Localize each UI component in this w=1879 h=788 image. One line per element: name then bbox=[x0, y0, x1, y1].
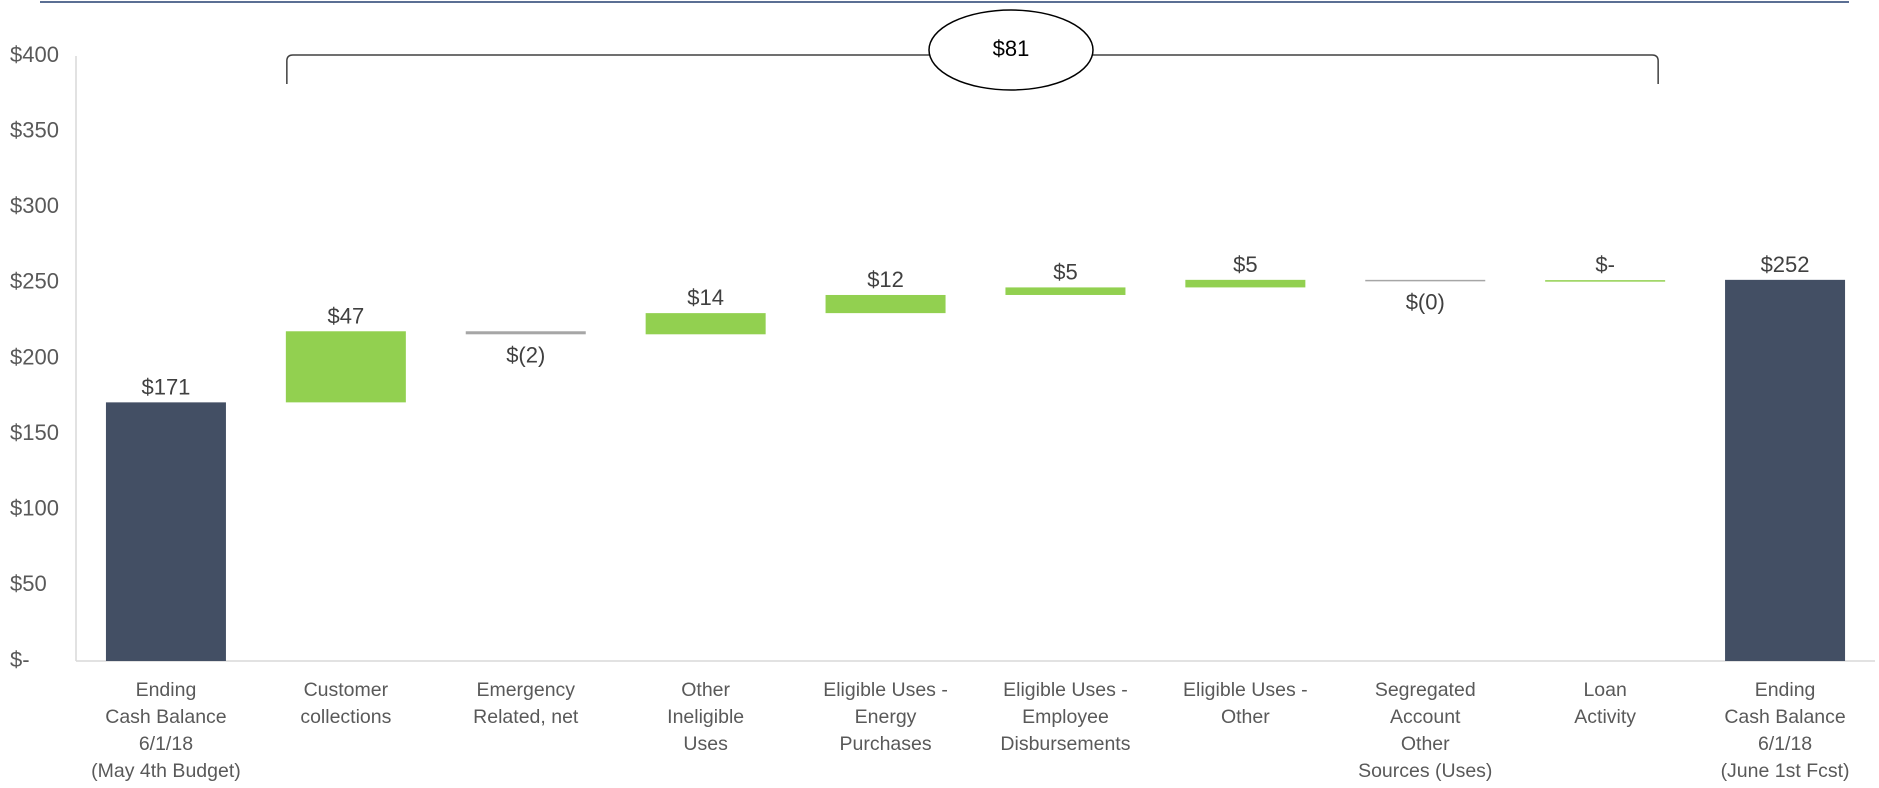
y-tick-label: $350 bbox=[10, 117, 59, 142]
delta-bar bbox=[826, 295, 946, 313]
y-tick-label: $50 bbox=[10, 571, 47, 596]
x-tick-label: (June 1st Fcst) bbox=[1721, 760, 1850, 782]
x-tick-label: Other bbox=[681, 679, 730, 701]
delta-bar bbox=[1185, 280, 1305, 288]
data-label: $(2) bbox=[506, 342, 545, 367]
y-tick-label: $150 bbox=[10, 420, 59, 445]
x-tick-label: Other bbox=[1221, 706, 1270, 728]
x-tick-label: Eligible Uses - bbox=[1183, 679, 1308, 701]
y-tick-label: $100 bbox=[10, 496, 59, 521]
data-label: $5 bbox=[1233, 252, 1257, 277]
x-tick-label: Customer bbox=[304, 679, 389, 701]
delta-bar bbox=[1545, 280, 1665, 282]
total-bar bbox=[1725, 280, 1845, 661]
x-tick-label: (May 4th Budget) bbox=[91, 760, 241, 782]
y-tick-label: $200 bbox=[10, 344, 59, 369]
y-tick-label: $- bbox=[10, 647, 30, 672]
x-tick-label: Eligible Uses - bbox=[1003, 679, 1128, 701]
delta-bar bbox=[286, 331, 406, 402]
delta-bar bbox=[466, 331, 586, 334]
x-tick-label: Activity bbox=[1574, 706, 1636, 728]
x-tick-label: Ending bbox=[136, 679, 197, 701]
data-label: $12 bbox=[867, 267, 904, 292]
x-tick-label: 6/1/18 bbox=[1758, 733, 1812, 755]
delta-bar bbox=[1005, 287, 1125, 295]
data-label: $14 bbox=[687, 285, 724, 310]
x-tick-label: Energy bbox=[855, 706, 917, 728]
x-tick-label: Cash Balance bbox=[105, 706, 226, 728]
data-label: $5 bbox=[1053, 259, 1077, 284]
x-tick-label: Ending bbox=[1755, 679, 1816, 701]
total-bar bbox=[106, 402, 226, 661]
x-tick-label: 6/1/18 bbox=[139, 733, 193, 755]
x-tick-label: Purchases bbox=[839, 733, 931, 755]
x-tick-label: Ineligible bbox=[667, 706, 744, 728]
data-label: $- bbox=[1595, 252, 1615, 277]
x-tick-label: Account bbox=[1390, 706, 1461, 728]
x-tick-label: Emergency bbox=[476, 679, 575, 701]
y-tick-label: $250 bbox=[10, 269, 59, 294]
x-tick-label: Related, net bbox=[473, 706, 579, 728]
x-tick-label: collections bbox=[300, 706, 391, 728]
y-tick-label: $400 bbox=[10, 42, 59, 67]
x-tick-label: Employee bbox=[1022, 706, 1109, 728]
data-label: $47 bbox=[327, 303, 364, 328]
x-tick-label: Eligible Uses - bbox=[823, 679, 948, 701]
x-tick-label: Disbursements bbox=[1000, 733, 1130, 755]
delta-bar bbox=[646, 313, 766, 334]
x-tick-label: Cash Balance bbox=[1724, 706, 1845, 728]
x-tick-label: Sources (Uses) bbox=[1358, 760, 1492, 782]
x-tick-label: Loan bbox=[1583, 679, 1626, 701]
x-tick-label: Uses bbox=[683, 733, 728, 755]
x-tick-label: Other bbox=[1401, 733, 1450, 755]
data-label: $171 bbox=[141, 374, 190, 399]
x-tick-label: Segregated bbox=[1375, 679, 1476, 701]
y-tick-label: $300 bbox=[10, 193, 59, 218]
data-label: $252 bbox=[1761, 252, 1810, 277]
delta-bar bbox=[1365, 280, 1485, 282]
bracket-total-label: $81 bbox=[993, 36, 1030, 61]
data-label: $(0) bbox=[1406, 289, 1445, 314]
